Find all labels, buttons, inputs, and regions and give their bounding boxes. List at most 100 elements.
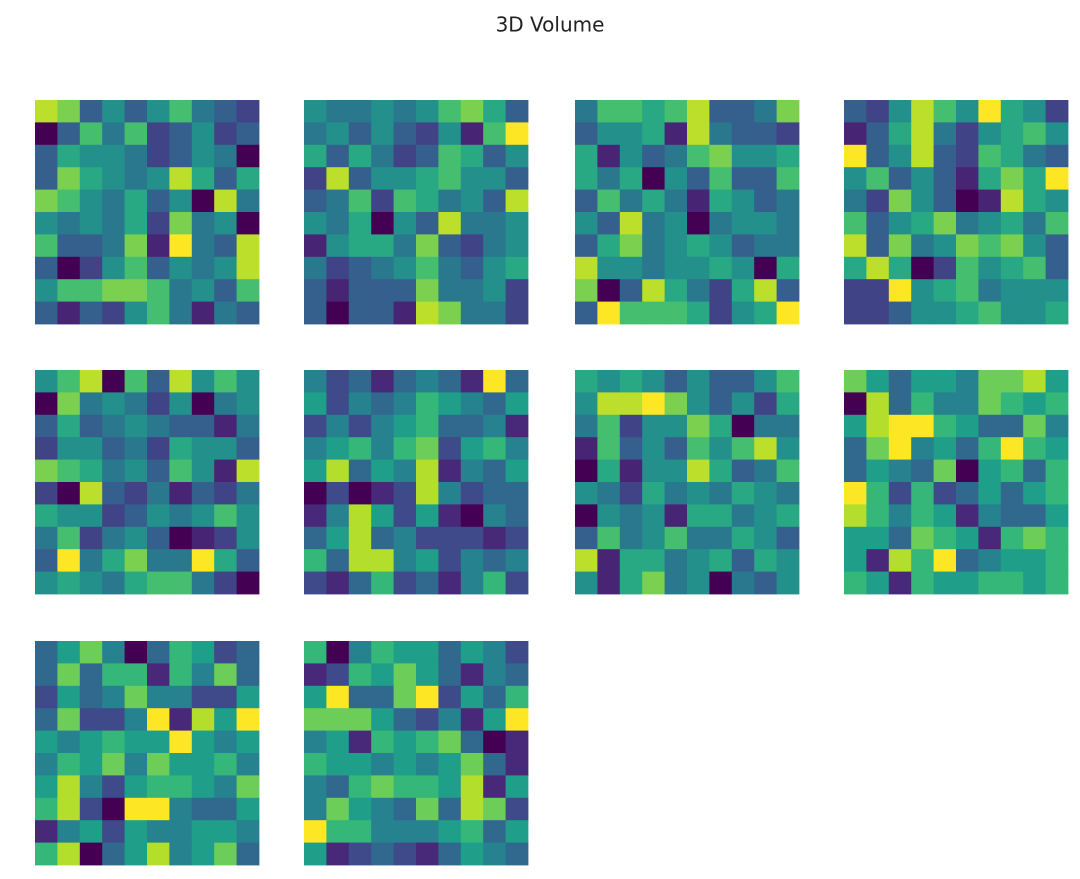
heatmap-cell <box>844 459 867 483</box>
heatmap-cell <box>642 167 665 190</box>
heatmap-panel <box>304 100 529 325</box>
heatmap-cell <box>416 753 439 776</box>
heatmap-cell <box>393 504 417 528</box>
heatmap-cell <box>844 144 867 168</box>
heatmap-cell <box>575 526 598 550</box>
heatmap-cell <box>505 641 529 664</box>
heatmap-cell <box>304 730 327 754</box>
heatmap-cell <box>57 482 81 505</box>
heatmap-cell <box>888 526 912 550</box>
heatmap-cell <box>393 482 417 505</box>
heatmap-cell <box>575 414 598 438</box>
heatmap-cell <box>214 212 237 235</box>
heatmap-cell <box>191 459 215 483</box>
heatmap-cell <box>124 279 148 302</box>
heatmap-cell <box>304 708 327 731</box>
heatmap-cell <box>866 549 890 572</box>
heatmap-cell <box>304 571 327 595</box>
heatmap-cell <box>348 392 372 416</box>
heatmap-cell <box>483 100 506 123</box>
heatmap-cell <box>102 775 125 799</box>
heatmap-cell <box>147 663 170 687</box>
heatmap-cell <box>102 301 125 325</box>
heatmap-panel <box>575 370 800 595</box>
heatmap-cell <box>687 482 710 505</box>
heatmap-cell <box>978 279 1002 302</box>
heatmap-cell <box>1023 549 1046 572</box>
heatmap-cell <box>147 167 170 190</box>
heatmap-cell <box>664 549 688 572</box>
heatmap-cell <box>1045 370 1069 393</box>
heatmap-cell <box>709 414 733 438</box>
heatmap-cell <box>416 708 439 731</box>
heatmap-cell <box>731 301 755 325</box>
heatmap-cell <box>933 370 957 393</box>
heatmap-cell <box>597 549 621 572</box>
heatmap-cell <box>1045 482 1069 505</box>
heatmap-cell <box>844 504 867 528</box>
heatmap-cell <box>371 100 394 123</box>
heatmap-cell <box>483 144 506 168</box>
heatmap-cell <box>348 279 372 302</box>
heatmap-cell <box>866 122 890 146</box>
heatmap-cell <box>483 212 506 235</box>
heatmap-cell <box>35 753 58 776</box>
heatmap-cell <box>1045 437 1069 460</box>
heatmap-cell <box>304 167 327 190</box>
heatmap-cell <box>438 571 462 595</box>
heatmap-cell <box>731 256 755 280</box>
heatmap-cell <box>933 301 957 325</box>
heatmap-cell <box>866 167 890 190</box>
heatmap-cell <box>236 708 260 731</box>
heatmap-cell <box>575 144 598 168</box>
heatmap-cell <box>709 392 733 416</box>
heatmap-cell <box>438 842 462 866</box>
heatmap-cell <box>575 504 598 528</box>
heatmap-cell <box>214 256 237 280</box>
heatmap-cell <box>731 167 755 190</box>
heatmap-cell <box>911 459 934 483</box>
heatmap-cell <box>348 189 372 213</box>
heatmap-cell <box>575 212 598 235</box>
heatmap-cell <box>776 482 800 505</box>
heatmap-cell <box>348 685 372 709</box>
heatmap-cell <box>687 122 710 146</box>
heatmap-cell <box>416 189 439 213</box>
heatmap-cell <box>956 549 979 572</box>
heatmap-cell <box>348 482 372 505</box>
heatmap-cell <box>371 685 394 709</box>
heatmap-cell <box>575 167 598 190</box>
heatmap-cell <box>460 820 484 843</box>
heatmap-cell <box>933 392 957 416</box>
heatmap-cell <box>57 459 81 483</box>
heatmap-cell <box>169 414 193 438</box>
heatmap-cell <box>438 414 462 438</box>
heatmap-cell <box>619 571 643 595</box>
heatmap-cell <box>709 212 733 235</box>
heatmap-cell <box>102 459 125 483</box>
heatmap-cell <box>709 437 733 460</box>
heatmap-cell <box>731 437 755 460</box>
heatmap-cell <box>371 301 394 325</box>
heatmap-cell <box>35 100 58 123</box>
heatmap-cell <box>169 641 193 664</box>
heatmap-cell <box>687 370 710 393</box>
heatmap-cell <box>147 549 170 572</box>
heatmap-cell <box>147 526 170 550</box>
heatmap-panel <box>35 100 260 325</box>
heatmap-cell <box>371 437 394 460</box>
heatmap-cell <box>687 100 710 123</box>
heatmap-cell <box>304 842 327 866</box>
heatmap-cell <box>597 189 621 213</box>
heatmap-cell <box>483 234 506 258</box>
heatmap-cell <box>124 842 148 866</box>
heatmap-cell <box>888 234 912 258</box>
heatmap-cell <box>79 189 103 213</box>
heatmap-cell <box>371 459 394 483</box>
heatmap-cell <box>619 526 643 550</box>
heatmap-cell <box>147 392 170 416</box>
heatmap-cell <box>102 212 125 235</box>
heatmap-cell <box>1023 414 1046 438</box>
heatmap-cell <box>393 167 417 190</box>
heatmap-cell <box>776 437 800 460</box>
